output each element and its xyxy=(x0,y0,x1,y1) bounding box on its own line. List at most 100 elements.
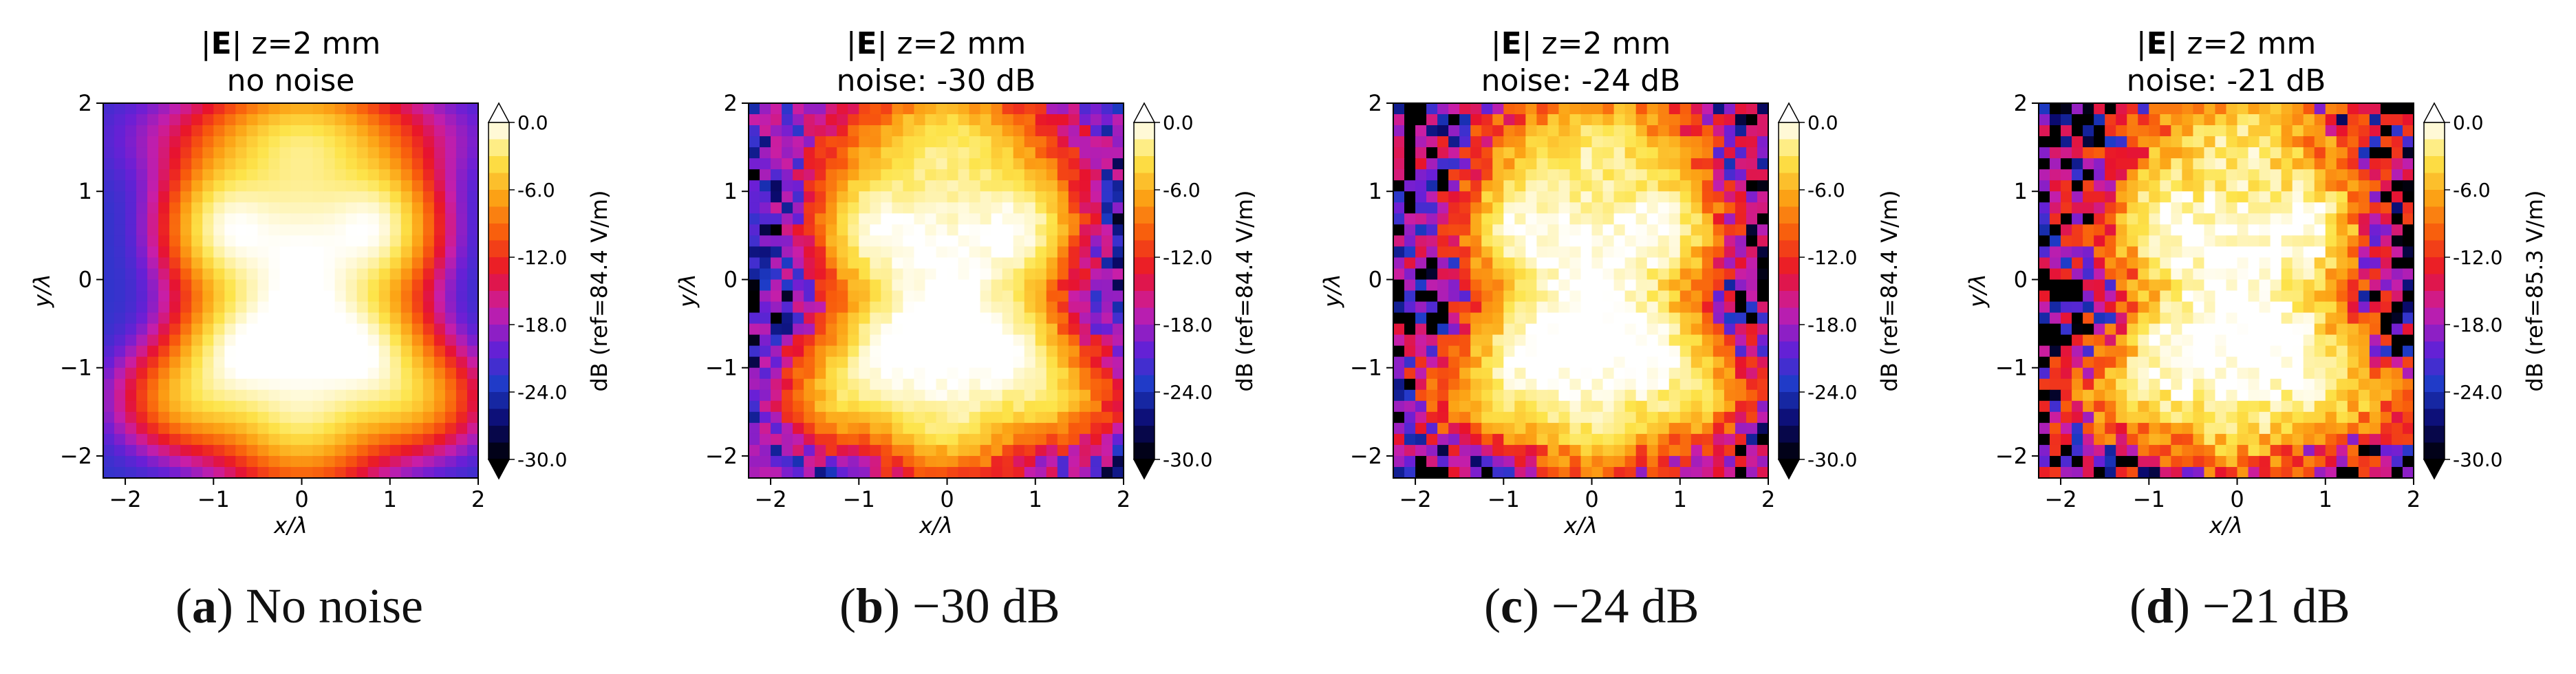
heatmap-cell xyxy=(1702,455,1714,468)
heatmap-cell xyxy=(2325,114,2337,126)
heatmap-cell xyxy=(1448,323,1460,336)
heatmap-cell xyxy=(2116,455,2127,468)
heatmap-cell xyxy=(1558,400,1571,413)
heatmap-cell xyxy=(1057,158,1069,170)
heatmap-cell xyxy=(1525,312,1537,325)
heatmap-cell xyxy=(2270,400,2282,413)
heatmap-cell xyxy=(2138,466,2149,479)
heatmap-cell xyxy=(1536,257,1549,270)
heatmap-cell xyxy=(1668,400,1681,413)
x-tick-label: 1 xyxy=(383,486,397,512)
heatmap-cell xyxy=(103,301,115,314)
heatmap-cell xyxy=(301,279,314,292)
heatmap-cell xyxy=(2237,191,2249,203)
heatmap-cell xyxy=(1481,367,1493,380)
heatmap-cell xyxy=(444,334,457,347)
heatmap-cell xyxy=(2226,224,2238,236)
heatmap-cell xyxy=(191,312,203,325)
heatmap-cell xyxy=(433,114,446,126)
colorbar-extend-bottom xyxy=(1133,459,1156,480)
heatmap-cell xyxy=(2281,466,2293,479)
heatmap-cell xyxy=(980,147,992,159)
heatmap-cell xyxy=(1668,213,1681,225)
heatmap-cell xyxy=(1646,345,1659,358)
heatmap-cell xyxy=(1470,334,1482,347)
heatmap-cell xyxy=(793,257,804,270)
heatmap-cell xyxy=(1613,246,1626,259)
heatmap-cell xyxy=(378,180,391,192)
heatmap-cell xyxy=(826,290,837,303)
heatmap-cell xyxy=(2358,180,2370,192)
heatmap-cell xyxy=(389,345,402,358)
heatmap-cell xyxy=(2127,345,2138,358)
heatmap-cell xyxy=(2347,224,2359,236)
heatmap-cell xyxy=(980,444,992,457)
heatmap-cell xyxy=(2358,367,2370,380)
heatmap-cell xyxy=(279,290,292,303)
heatmap-cell xyxy=(136,389,148,402)
heatmap-cell xyxy=(279,235,292,247)
heatmap-cell xyxy=(147,213,159,225)
heatmap-cell xyxy=(257,312,270,325)
heatmap-cell xyxy=(1459,191,1471,203)
heatmap-cell xyxy=(1470,367,1482,380)
heatmap-cell xyxy=(1602,224,1615,236)
heatmap-cell xyxy=(1536,389,1549,402)
heatmap-cell xyxy=(1547,224,1560,236)
heatmap-cell xyxy=(1558,466,1571,479)
heatmap-cell xyxy=(2149,301,2160,314)
heatmap-cell xyxy=(2138,444,2149,457)
heatmap-cell xyxy=(1090,169,1102,181)
heatmap-cell xyxy=(2149,455,2160,468)
heatmap-cell xyxy=(2094,312,2105,325)
heatmap-cell xyxy=(848,246,859,259)
heatmap-cell xyxy=(367,466,380,479)
heatmap-cell xyxy=(1068,389,1080,402)
heatmap-cell xyxy=(848,422,859,435)
heatmap-cell xyxy=(279,323,292,336)
x-tick-label: 0 xyxy=(1585,486,1598,512)
heatmap-cell xyxy=(1724,334,1736,347)
heatmap-cell xyxy=(411,169,424,181)
heatmap-cell xyxy=(2402,180,2414,192)
heatmap-cell xyxy=(2160,356,2171,369)
heatmap-cell xyxy=(980,202,992,214)
heatmap-cell xyxy=(2325,345,2337,358)
heatmap-cell xyxy=(2380,323,2392,336)
heatmap-cell xyxy=(2149,389,2160,402)
heatmap-cell xyxy=(2391,103,2403,115)
heatmap-cell xyxy=(2402,290,2414,303)
heatmap-cell xyxy=(1613,411,1626,424)
heatmap-cell xyxy=(2204,356,2216,369)
heatmap-cell xyxy=(1613,191,1626,203)
heatmap-cell xyxy=(870,323,881,336)
heatmap-cell xyxy=(180,378,192,391)
heatmap-cell xyxy=(2171,213,2182,225)
heatmap-cell xyxy=(147,224,159,236)
heatmap-cell xyxy=(837,103,848,115)
heatmap-cell xyxy=(1735,279,1747,292)
heatmap-cell xyxy=(1679,169,1692,181)
heatmap-cell xyxy=(1657,191,1670,203)
heatmap-cell xyxy=(158,323,170,336)
heatmap-cell xyxy=(1035,356,1047,369)
heatmap-cell xyxy=(1569,158,1582,170)
heatmap-cell xyxy=(1735,422,1747,435)
heatmap-cell xyxy=(1735,202,1747,214)
heatmap-cell xyxy=(2127,246,2138,259)
heatmap-cell xyxy=(2116,400,2127,413)
heatmap-cell xyxy=(1690,455,1703,468)
heatmap-cell xyxy=(2105,224,2116,236)
heatmap-cell xyxy=(356,125,369,137)
heatmap-cell xyxy=(1426,301,1438,314)
heatmap-cell xyxy=(2391,213,2403,225)
heatmap-cell xyxy=(760,334,771,347)
heatmap-cell xyxy=(892,345,904,358)
heatmap-cell xyxy=(1558,279,1571,292)
heatmap-cell xyxy=(378,323,391,336)
heatmap-cell xyxy=(1591,323,1604,336)
heatmap-cell xyxy=(958,147,970,159)
heatmap-cell xyxy=(826,323,837,336)
heatmap-cell xyxy=(422,213,435,225)
heatmap-cell xyxy=(2336,202,2348,214)
